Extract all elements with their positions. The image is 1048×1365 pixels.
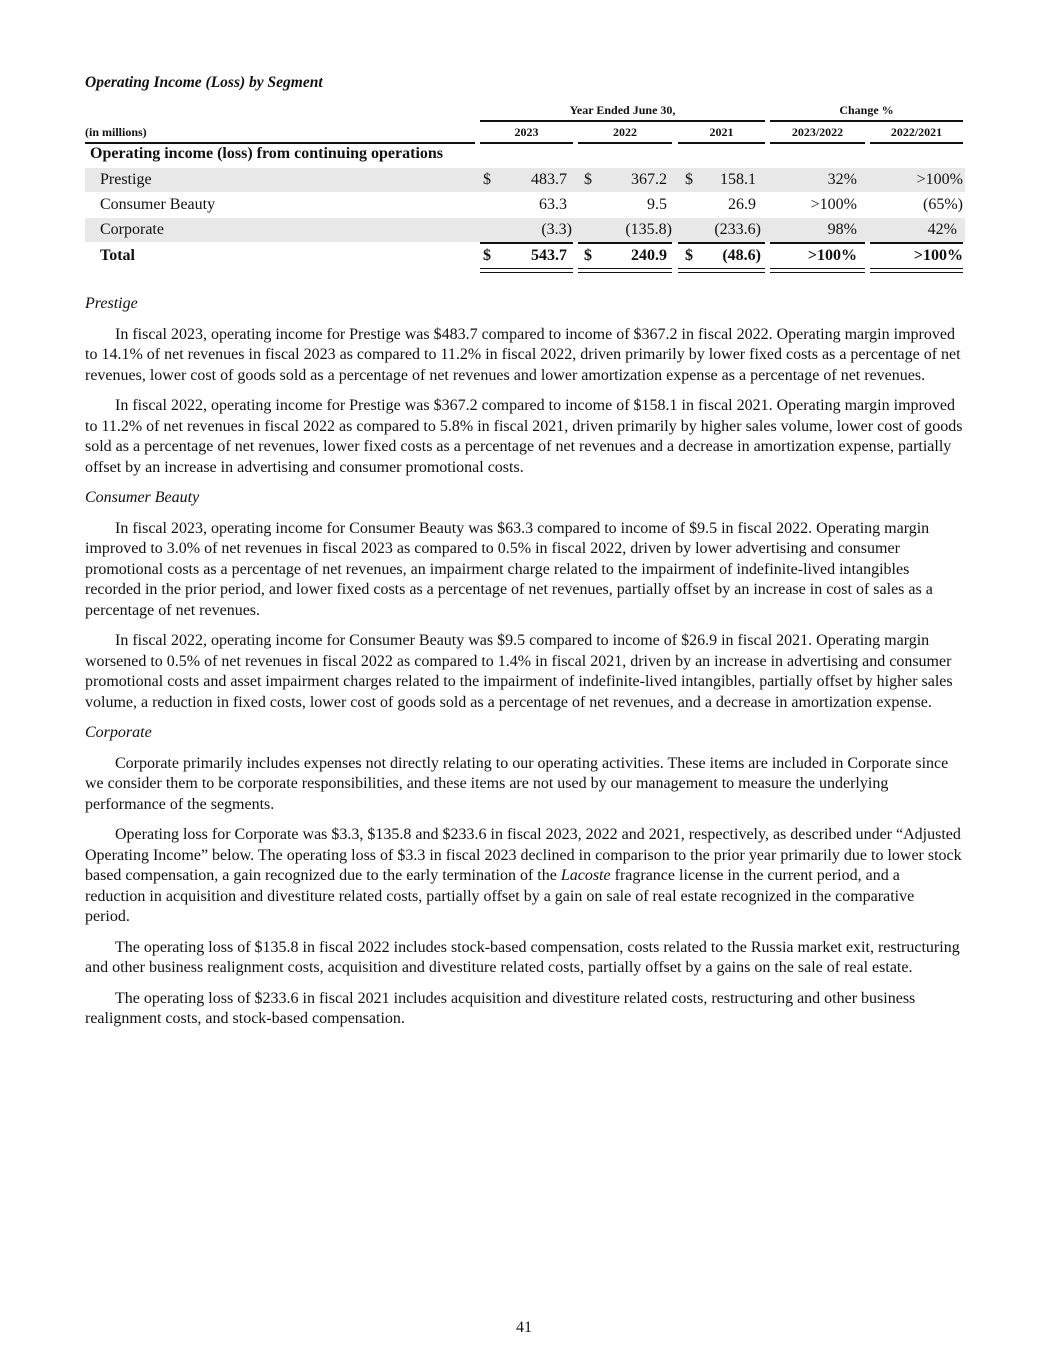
change-2: (65%) <box>923 196 963 213</box>
table-row-total: Total $ 543.7 $ 240.9 $ (48.6) >100% >10… <box>85 244 965 268</box>
change-header: Change % <box>839 103 894 117</box>
dollar-sign: $ <box>584 171 592 188</box>
prestige-paragraph-2: In fiscal 2022, operating income for Pre… <box>85 397 963 476</box>
consumer-beauty-heading: Consumer Beauty <box>85 489 200 506</box>
divider <box>870 242 963 244</box>
divider <box>578 242 672 244</box>
consumer-beauty-paragraph-1: In fiscal 2023, operating income for Con… <box>85 519 933 619</box>
col-2022: 2022 <box>613 125 637 139</box>
dollar-sign: $ <box>483 171 491 188</box>
value-2022: 9.5 <box>647 196 667 213</box>
dollar-sign: $ <box>685 171 693 188</box>
change-2: 42% <box>927 221 957 238</box>
corporate-paragraph-1: Corporate primarily includes expenses no… <box>85 754 949 813</box>
page-number: 41 <box>516 1319 532 1336</box>
change-1: 32% <box>827 171 857 188</box>
dollar-sign: $ <box>483 247 491 264</box>
divider <box>578 142 672 144</box>
divider <box>85 142 475 144</box>
col-2023-2022: 2023/2022 <box>791 125 844 139</box>
divider <box>480 142 573 144</box>
change-1: >100% <box>807 247 857 264</box>
change-2: >100% <box>913 247 963 264</box>
units-label: (in millions) <box>85 125 147 139</box>
value-2021: (48.6) <box>722 247 761 264</box>
value-2022: 240.9 <box>631 247 667 264</box>
page-title: Operating Income (Loss) by Segment <box>85 74 323 91</box>
lacoste-italic: Lacoste <box>560 867 611 884</box>
double-rule <box>480 268 573 273</box>
change-1: >100% <box>810 196 857 213</box>
divider <box>770 242 865 244</box>
corporate-paragraph-4: The operating loss of $233.6 in fiscal 2… <box>85 989 916 1028</box>
body-text: Prestige In fiscal 2023, operating incom… <box>85 294 963 1040</box>
year-ended-header: Year Ended June 30, <box>569 103 676 117</box>
double-rule <box>870 268 963 273</box>
change-1: 98% <box>827 221 857 238</box>
consumer-beauty-paragraph-2: In fiscal 2022, operating income for Con… <box>85 632 953 711</box>
divider <box>480 120 765 122</box>
double-rule <box>678 268 765 273</box>
value-2021: 26.9 <box>728 196 756 213</box>
row-label: Prestige <box>100 171 152 188</box>
table-row-corporate: Corporate (3.3) (135.8) (233.6) 98% 42% <box>85 218 965 242</box>
row-label: Consumer Beauty <box>100 196 216 213</box>
text: fragrance license in the current period,… <box>85 867 915 925</box>
change-2: >100% <box>916 171 963 188</box>
row-label: Corporate <box>100 221 164 238</box>
prestige-paragraph-1: In fiscal 2023, operating income for Pre… <box>85 325 961 384</box>
value-2023: 483.7 <box>531 171 567 188</box>
value-2021: 158.1 <box>720 171 756 188</box>
divider <box>870 142 963 144</box>
value-2023: 63.3 <box>539 196 567 213</box>
section-label: Operating income (loss) from continuing … <box>90 145 444 162</box>
col-2023: 2023 <box>514 125 539 139</box>
prestige-heading: Prestige <box>85 295 138 312</box>
table-row-prestige: Prestige $ 483.7 $ 367.2 $ 158.1 32% >10… <box>85 168 965 192</box>
double-rule <box>770 268 865 273</box>
col-2022-2021: 2022/2021 <box>890 125 943 139</box>
corporate-paragraph-3: The operating loss of $135.8 in fiscal 2… <box>85 938 960 977</box>
divider <box>480 242 573 244</box>
value-2023: (3.3) <box>541 221 572 238</box>
col-2021: 2021 <box>709 125 734 139</box>
corporate-heading: Corporate <box>85 724 152 741</box>
text: Operating loss for Corporate was $3.3, $… <box>85 826 962 884</box>
value-2021: (233.6) <box>714 221 761 238</box>
divider <box>770 142 865 144</box>
dollar-sign: $ <box>685 247 693 264</box>
divider <box>770 120 963 122</box>
value-2023: 543.7 <box>531 247 567 264</box>
dollar-sign: $ <box>584 247 592 264</box>
value-2022: (135.8) <box>625 221 672 238</box>
table-row-consumer-beauty: Consumer Beauty 63.3 9.5 26.9 >100% (65%… <box>85 193 965 217</box>
value-2022: 367.2 <box>631 171 667 188</box>
corporate-paragraph-2: Operating loss for Corporate was $3.3, $… <box>85 825 963 928</box>
divider <box>678 242 765 244</box>
double-rule <box>578 268 672 273</box>
row-label: Total <box>100 247 135 264</box>
divider <box>678 142 765 144</box>
